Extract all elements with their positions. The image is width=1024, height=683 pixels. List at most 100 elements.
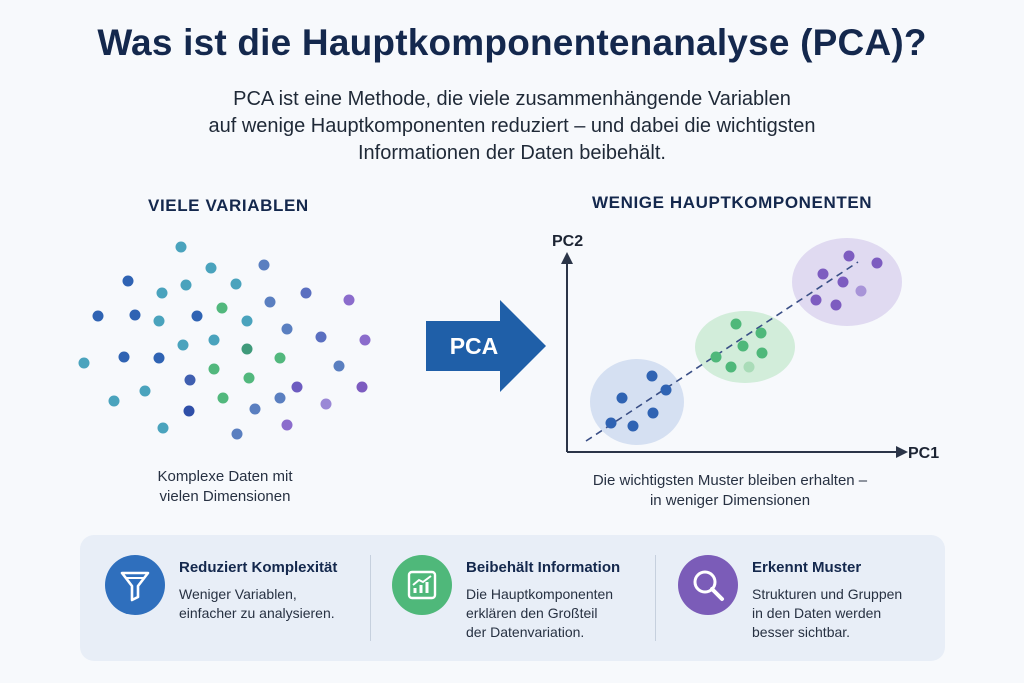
subtitle-line: Informationen der Daten beibehält. (358, 142, 666, 164)
point (208, 334, 220, 346)
point (153, 315, 165, 327)
pc-axes: PC2 PC1 (552, 233, 939, 462)
point (208, 363, 220, 375)
point (139, 385, 151, 397)
point (810, 294, 822, 306)
point (315, 331, 327, 343)
feature-description: Strukturen und Gruppen in den Daten werd… (752, 585, 952, 642)
principal-direction (585, 261, 859, 442)
point (264, 296, 276, 308)
point (855, 285, 867, 297)
point (231, 428, 243, 440)
cluster-points (605, 250, 883, 432)
point (356, 381, 368, 393)
point (230, 278, 242, 290)
point (756, 347, 768, 359)
x-axis-label: PC1 (908, 445, 939, 462)
point (725, 361, 737, 373)
feature-title: Beibehält Information (466, 559, 621, 576)
point (258, 259, 270, 271)
point (118, 351, 130, 363)
feature-description: Weniger Variablen, einfacher zu analysie… (179, 585, 379, 623)
benefits-panel: Reduziert Komplexität Weniger Variablen,… (80, 535, 945, 661)
point (274, 392, 286, 404)
point (274, 352, 286, 364)
left-caption: Komplexe Daten mit vielen Dimensionen (120, 467, 330, 507)
point (837, 276, 849, 288)
point (183, 405, 195, 417)
subtitle-line: auf wenige Hauptkomponenten reduziert – … (208, 115, 816, 137)
point (241, 315, 253, 327)
point (710, 351, 722, 363)
pca-arrow-label: PCA (450, 333, 499, 359)
point (217, 392, 229, 404)
point (343, 294, 355, 306)
feature-description-line: der Datenvariation. (466, 624, 585, 640)
feature-title: Erkennt Muster (752, 559, 862, 576)
cluster-blue (590, 359, 684, 445)
feature-retains-information: Beibehält Information Die Hauptkomponent… (392, 535, 652, 661)
point (281, 419, 293, 431)
point (616, 392, 628, 404)
point (843, 250, 855, 262)
point (743, 361, 755, 373)
page-subtitle: PCA ist eine Methode, die viele zusammen… (162, 86, 862, 167)
point (241, 343, 253, 355)
point (129, 309, 141, 321)
caption-line: in weniger Dimensionen (649, 492, 811, 509)
point (281, 323, 293, 335)
many-variables-cloud (78, 241, 371, 440)
point (300, 287, 312, 299)
feature-description-line: besser sichtbar. (752, 624, 851, 640)
point (177, 339, 189, 351)
point (191, 310, 203, 322)
point (359, 334, 371, 346)
point (156, 287, 168, 299)
divider (370, 555, 371, 641)
left-heading: VIELE VARIABLEN (148, 196, 309, 215)
magnifier-icon (678, 555, 738, 615)
point (333, 360, 345, 372)
subtitle-line: PCA ist eine Methode, die viele zusammen… (233, 88, 791, 110)
feature-description: Die Hauptkomponenten erklären den Großte… (466, 585, 666, 642)
point (180, 279, 192, 291)
point (755, 327, 767, 339)
funnel-icon (105, 555, 165, 615)
point (108, 395, 120, 407)
point (627, 420, 639, 432)
point (646, 370, 658, 382)
point (157, 422, 169, 434)
point (660, 384, 672, 396)
point (92, 310, 104, 322)
point (830, 299, 842, 311)
point (184, 374, 196, 386)
feature-description-line: Strukturen und Gruppen (752, 586, 903, 602)
feature-detects-patterns: Erkennt Muster Strukturen und Gruppen in… (678, 535, 938, 661)
point (605, 417, 617, 429)
point (153, 352, 165, 364)
point (320, 398, 332, 410)
page-title: Was ist die Hauptkomponentenanalyse (PCA… (97, 22, 927, 63)
right-heading: WENIGE HAUPTKOMPONENTEN (592, 193, 873, 212)
caption-line: Komplexe Daten mit (157, 468, 293, 485)
point (78, 357, 90, 369)
point (737, 340, 749, 352)
point (243, 372, 255, 384)
caption-line: Die wichtigsten Muster bleiben erhalten … (592, 472, 868, 489)
point (730, 318, 742, 330)
point (291, 381, 303, 393)
y-axis-label: PC2 (552, 233, 583, 250)
point (175, 241, 187, 253)
point (205, 262, 217, 274)
point (249, 403, 261, 415)
feature-description-line: Weniger Variablen, (179, 586, 297, 602)
chart-icon (392, 555, 452, 615)
point (817, 268, 829, 280)
point (871, 257, 883, 269)
feature-reduces-complexity: Reduziert Komplexität Weniger Variablen,… (105, 535, 365, 661)
divider (655, 555, 656, 641)
feature-description-line: Die Hauptkomponenten (466, 586, 614, 602)
right-caption: Die wichtigsten Muster bleiben erhalten … (565, 471, 895, 511)
pca-arrow: PCA (426, 300, 546, 392)
